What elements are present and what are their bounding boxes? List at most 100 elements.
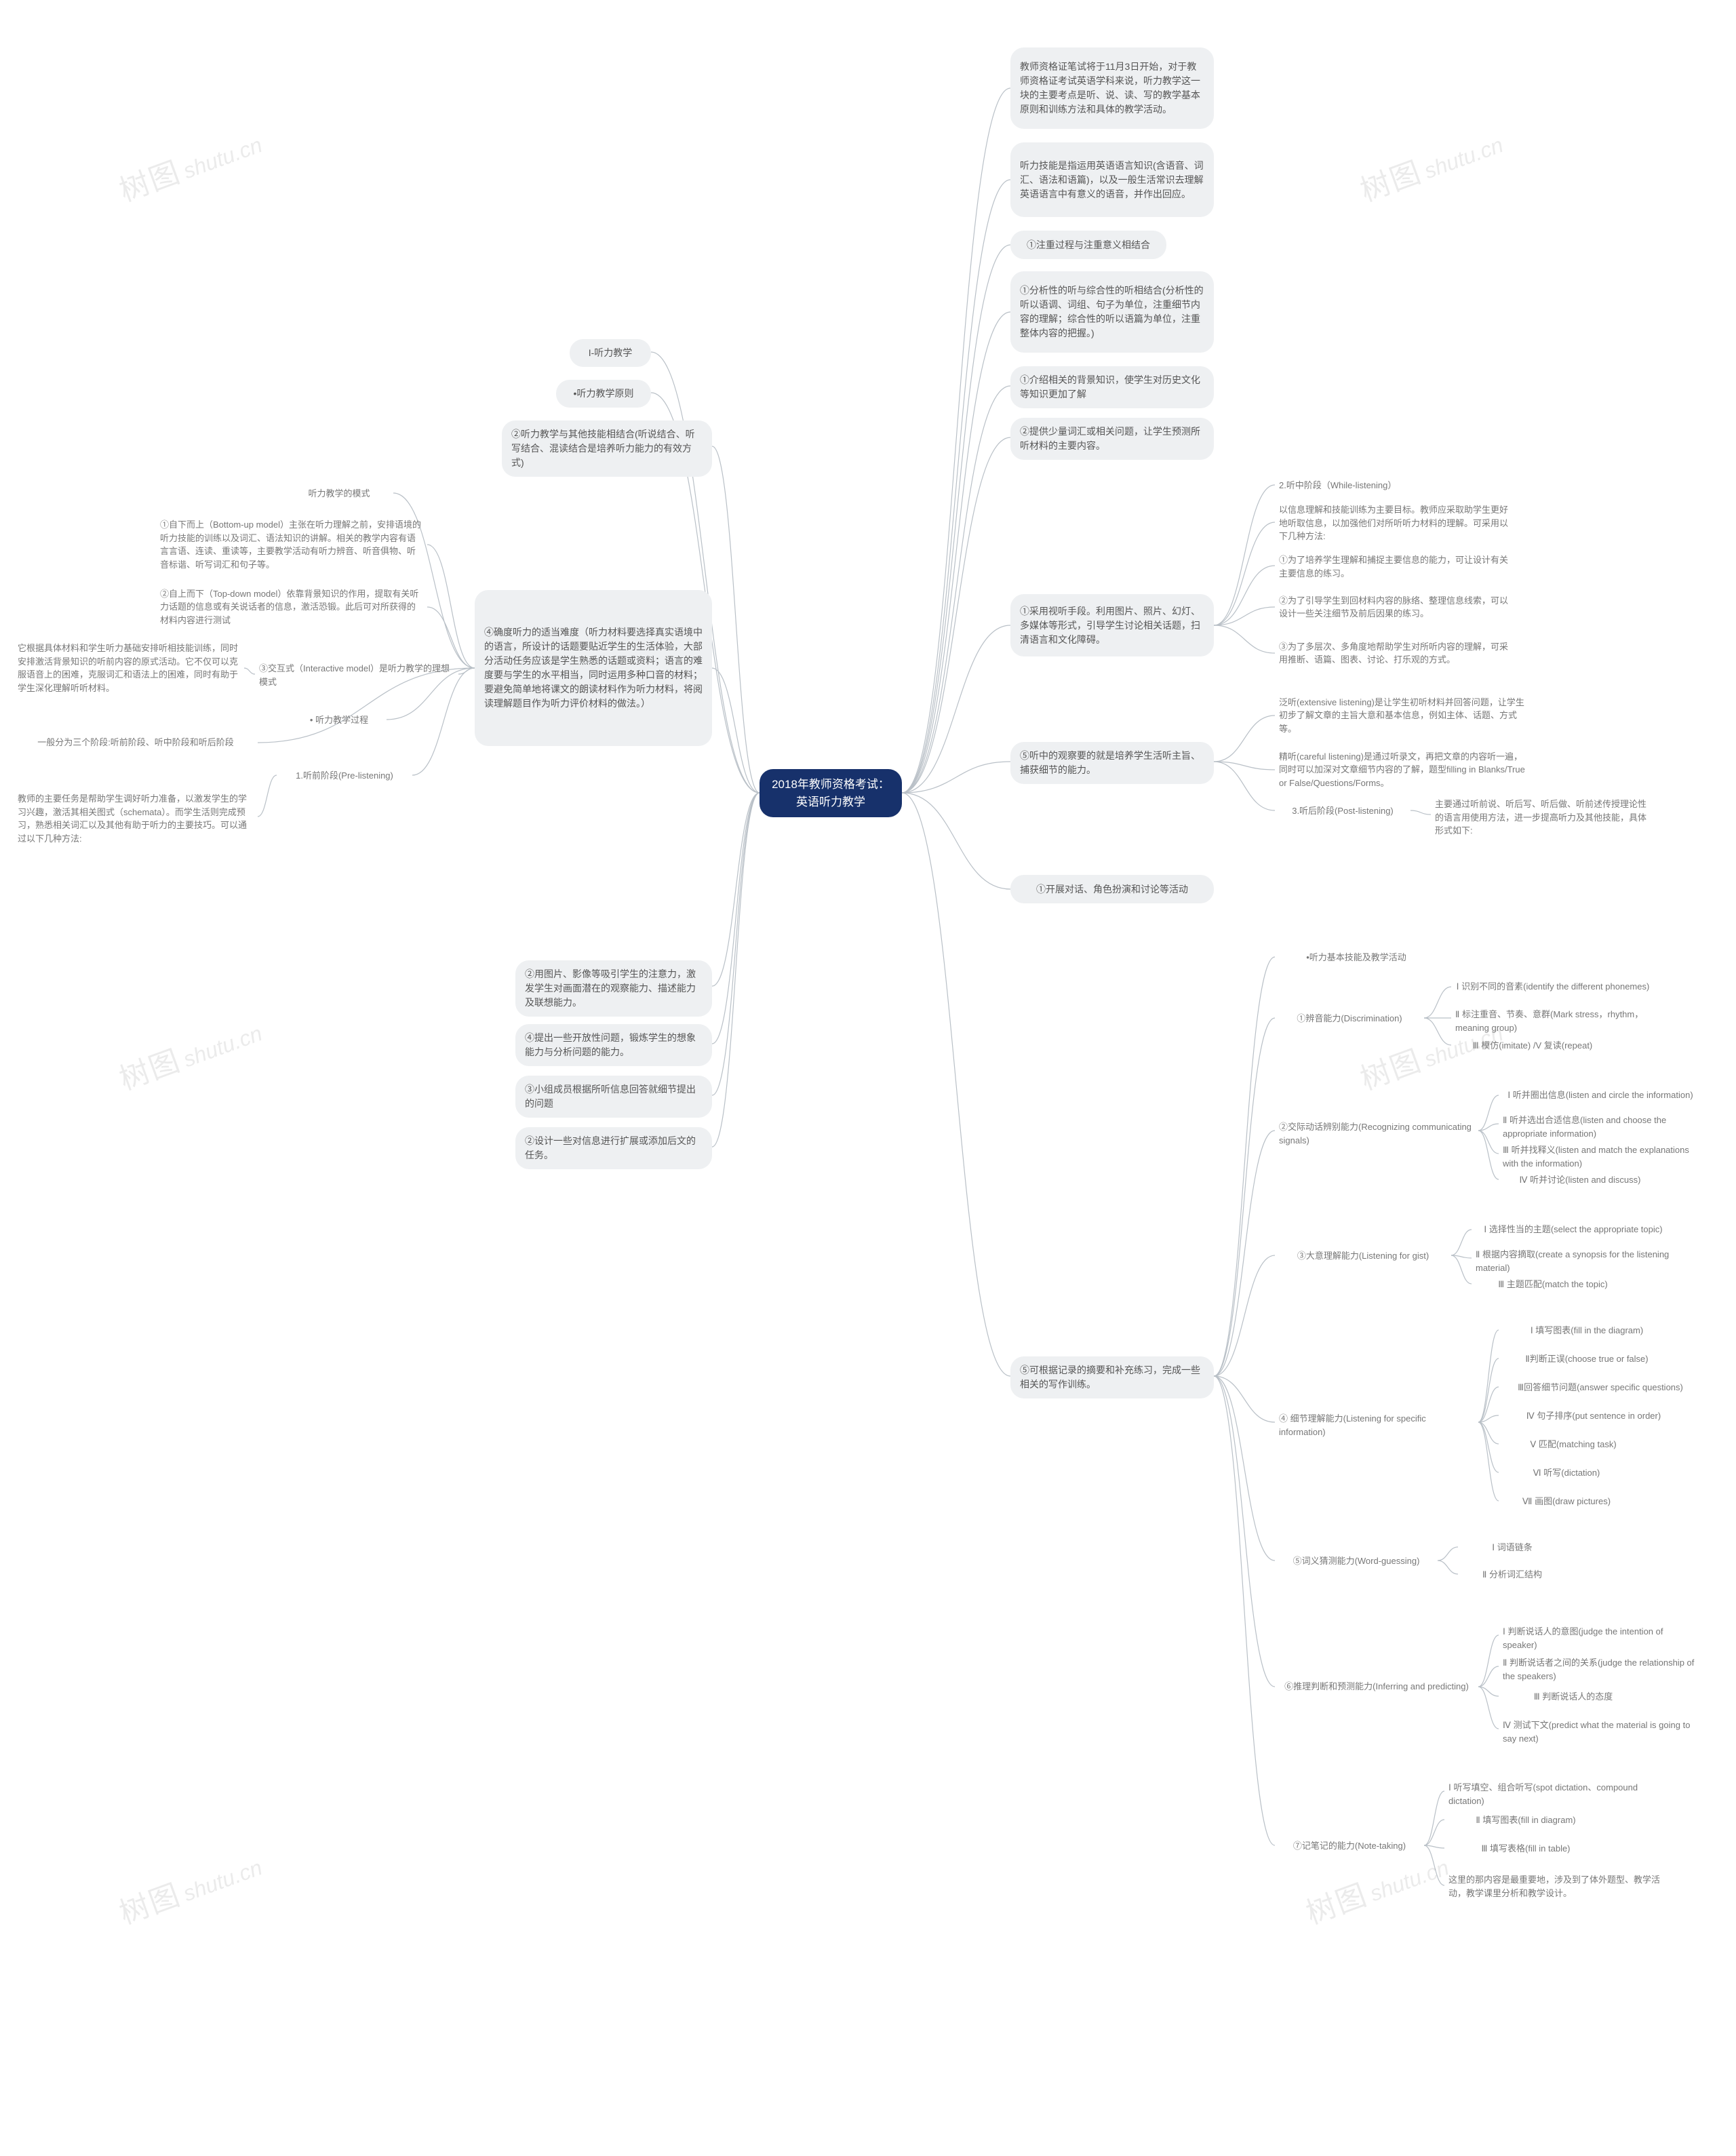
node-text: Ⅲ 判断说话人的态度 [1534, 1690, 1613, 1704]
mindmap-node-r2: 听力技能是指运用英语语言知识(含语音、词汇、语法和语篇)，以及一般生活常识去理解… [1010, 142, 1214, 217]
mindmap-node-r6: ②提供少量词汇或相关问题，让学生预测所听材料的主要内容。 [1010, 418, 1214, 460]
node-text: Ⅰ 听写填空、组合听写(spot dictation、compound dict… [1448, 1781, 1657, 1807]
node-text: Ⅰ 填写图表(fill in the diagram) [1531, 1324, 1643, 1337]
node-text: 以信息理解和技能训练为主要目标。教师应采取助学生更好地听取信息，以加强他们对所听… [1279, 503, 1515, 543]
mindmap-node-r4: ①分析性的听与综合性的听相结合(分析性的听以语调、词组、句子为单位，注重细节内容… [1010, 271, 1214, 353]
node-text: 这里的那内容是最重要地，涉及到了体外题型、教学活动，教学课里分析和教学设计。 [1448, 1873, 1671, 1900]
node-text: ①开展对话、角色扮演和讨论等活动 [1036, 882, 1188, 897]
mindmap-node-s0: •听力基本技能及教学活动 [1275, 949, 1438, 966]
mindmap-node-s6b: Ⅱ 判断说话者之间的关系(judge the relationship of t… [1499, 1655, 1702, 1684]
mindmap-node-r8a: 泛听(extensive listening)是让学生初听材料并回答问题，让学生… [1275, 692, 1533, 739]
node-text: Ⅶ 画图(draw pictures) [1522, 1495, 1611, 1508]
node-text: ②为了引导学生到回材料内容的脉络、整理信息线索，可以设计一些关注细节及前后因果的… [1279, 594, 1515, 621]
node-text: 1.听前阶段(Pre-listening) [296, 769, 393, 783]
mindmap-node-s1c: Ⅲ 模仿(imitate) /V 复读(repeat) [1451, 1038, 1614, 1054]
node-text: Ⅳ 句子排序(put sentence in order) [1526, 1409, 1661, 1423]
node-text: Ⅲ 模仿(imitate) /V 复读(repeat) [1473, 1039, 1593, 1053]
node-text: 主要通过听前说、听后写、听后做、听前述传授理论性的语言用使用方法，进一步提高听力… [1435, 798, 1651, 838]
mindmap-node-s4f: Ⅵ 听写(dictation) [1499, 1465, 1634, 1481]
mindmap-node-s6c: Ⅲ 判断说话人的态度 [1499, 1689, 1648, 1705]
node-text: Ⅱ 填写图表(fill in diagram) [1476, 1814, 1575, 1827]
mindmap-node-r7e: ③为了多层次、多角度地帮助学生对所听内容的理解，可采用推断、语篇、图表、讨论、打… [1275, 635, 1519, 671]
mindmap-node-s2b: Ⅱ 听并选出合适信息(listen and choose the appropr… [1499, 1112, 1702, 1141]
node-text: Ⅰ 词语链条 [1492, 1541, 1532, 1554]
mindmap-node-r10: ⑤可根据记录的摘要和补充练习，完成一些相关的写作训练。 [1010, 1356, 1214, 1398]
mindmap-node-r1: 教师资格证笔试将于11月3日开始，对于教师资格证考试英语学科来说，听力教学这一块… [1010, 47, 1214, 129]
node-text: 2.听中阶段（While-listening） [1279, 479, 1393, 492]
node-text: Ⅱ 听并选出合适信息(listen and choose the appropr… [1503, 1114, 1698, 1140]
mindmap-node-l4g1: 教师的主要任务是帮助学生调好听力准备，以激发学生的学习兴趣，激活其相关图式（sc… [14, 791, 258, 846]
mindmap-node-r8c1: 主要通过听前说、听后写、听后做、听前述传授理论性的语言用使用方法，进一步提高听力… [1431, 796, 1655, 839]
mindmap-node-s6: ⑥推理判断和预测能力(Inferring and predicting) [1275, 1675, 1478, 1698]
node-text: ②自上而下（Top-down model）依靠背景知识的作用，提取有关听力话题的… [160, 587, 423, 627]
node-text: 2018年教师资格考试： 英语听力教学 [772, 776, 890, 810]
node-text: Ⅲ回答细节问题(answer specific questions) [1518, 1381, 1683, 1394]
node-text: ③为了多层次、多角度地帮助学生对所听内容的理解，可采用推断、语篇、图表、讨论、打… [1279, 640, 1515, 667]
mindmap-node-r9: ①开展对话、角色扮演和讨论等活动 [1010, 875, 1214, 903]
mindmap-node-r7d: ②为了引导学生到回材料内容的脉络、整理信息线索，可以设计一些关注细节及前后因果的… [1275, 589, 1519, 625]
node-text: ④提出一些开放性问题，锻炼学生的想象能力与分析问题的能力。 [525, 1031, 703, 1059]
node-text: Ⅳ 听并讨论(listen and discuss) [1520, 1173, 1641, 1187]
mindmap-node-root: 2018年教师资格考试： 英语听力教学 [760, 769, 902, 817]
node-text: Ⅱ 标注重音、节奏、意群(Mark stress，rhythm，meaning … [1455, 1008, 1651, 1034]
mindmap-node-s6d: Ⅳ 测试下文(predict what the material is goin… [1499, 1717, 1702, 1746]
node-text: 一般分为三个阶段:听前阶段、听中阶段和听后阶段 [37, 736, 234, 749]
node-text: 3.听后阶段(Post-listening) [1292, 804, 1394, 818]
mindmap-node-s7d: 这里的那内容是最重要地，涉及到了体外题型、教学活动，教学课里分析和教学设计。 [1444, 1872, 1675, 1901]
mindmap-node-s2: ②交际动话辨别能力(Recognizing communicating sign… [1275, 1119, 1478, 1148]
node-text: •听力基本技能及教学活动 [1306, 951, 1406, 964]
node-text: 听力技能是指运用英语语言知识(含语音、词汇、语法和语篇)，以及一般生活常识去理解… [1020, 159, 1204, 201]
mindmap-links [0, 0, 1736, 2156]
node-text: ①为了培养学生理解和捕捉主要信息的能力，可让设计有关主要信息的练习。 [1279, 553, 1515, 580]
node-text: ②听力教学与其他技能相结合(听说结合、听写结合、混读结合是培养听力能力的有效方式… [511, 427, 703, 470]
mindmap-node-l8: ②设计一些对信息进行扩展或添加后文的任务。 [515, 1127, 712, 1169]
mindmap-node-s7c: Ⅲ 填写表格(fill in table) [1444, 1841, 1607, 1857]
mindmap-node-l7: ③小组成员根据所听信息回答就细节提出的问题 [515, 1076, 712, 1118]
mindmap-node-l2: •听力教学原则 [556, 380, 651, 408]
node-text: ②设计一些对信息进行扩展或添加后文的任务。 [525, 1134, 703, 1162]
node-text: I-听力教学 [589, 346, 633, 360]
node-text: ①介绍相关的背景知识，使学生对历史文化等知识更加了解 [1020, 373, 1204, 401]
node-text: Ⅰ 判断说话人的意图(judge the intention of speake… [1503, 1625, 1698, 1651]
node-text: Ⅲ 听并找释义(listen and match the explanation… [1503, 1143, 1698, 1170]
mindmap-node-s3c: Ⅲ 主题匹配(match the topic) [1472, 1276, 1634, 1293]
mindmap-node-s2d: Ⅳ 听并讨论(listen and discuss) [1499, 1172, 1661, 1188]
mindmap-node-s4e: Ⅴ 匹配(matching task) [1499, 1436, 1648, 1453]
mindmap-node-s4d: Ⅳ 句子排序(put sentence in order) [1499, 1408, 1689, 1424]
mindmap-node-l4c: ②自上而下（Top-down model）依靠背景知识的作用，提取有关听力话题的… [156, 583, 427, 631]
mindmap-node-l4a: 听力教学的模式 [285, 486, 393, 502]
mindmap-node-l1: I-听力教学 [570, 339, 651, 367]
node-text: ⑦记笔记的能力(Note-taking) [1293, 1839, 1406, 1853]
node-text: Ⅰ 听并圈出信息(listen and circle the informati… [1507, 1089, 1693, 1102]
node-text: Ⅲ 主题匹配(match the topic) [1498, 1278, 1607, 1291]
node-text: Ⅴ 匹配(matching task) [1530, 1438, 1616, 1451]
node-text: ①注重过程与注重意义相结合 [1027, 238, 1150, 252]
node-text: Ⅱ判断正误(choose true or false) [1525, 1352, 1648, 1366]
node-text: Ⅲ 填写表格(fill in table) [1481, 1842, 1570, 1856]
mindmap-node-l4f: 一般分为三个阶段:听前阶段、听中阶段和听后阶段 [14, 732, 258, 753]
node-text: 精听(careful listening)是通过听录文，再把文章的内容听一遍，同… [1279, 750, 1528, 790]
node-text: ④ 细节理解能力(Listening for specific informat… [1279, 1412, 1474, 1438]
mindmap-node-r7c: ①为了培养学生理解和捕捉主要信息的能力，可让设计有关主要信息的练习。 [1275, 552, 1519, 581]
mindmap-node-l4: ④确度听力的适当难度（听力材料要选择真实语境中的语言，所设计的话题要贴近学生的生… [475, 590, 712, 746]
mindmap-node-s5: ⑤词义猜测能力(Word-guessing) [1275, 1553, 1438, 1569]
node-text: Ⅰ 识别不同的音素(identify the different phoneme… [1457, 980, 1650, 994]
mindmap-node-s5a: Ⅰ 词语链条 [1458, 1540, 1566, 1556]
mindmap-node-s3b: Ⅱ 根据内容摘取(create a synopsis for the liste… [1472, 1247, 1675, 1276]
mindmap-node-l4e: • 听力教学过程 [292, 712, 387, 728]
node-text: ②用图片、影像等吸引学生的注意力，激发学生对画面潜在的观察能力、描述能力及联想能… [525, 967, 703, 1010]
node-text: Ⅱ 根据内容摘取(create a synopsis for the liste… [1476, 1248, 1671, 1274]
mindmap-node-r7: ①采用视听手段。利用图片、照片、幻灯、多媒体等形式，引导学生讨论相关话题，扫清语… [1010, 594, 1214, 656]
mindmap-node-r5: ①介绍相关的背景知识，使学生对历史文化等知识更加了解 [1010, 366, 1214, 408]
mindmap-node-s5b: Ⅱ 分析词汇结构 [1458, 1567, 1566, 1583]
mindmap-node-r7b: 以信息理解和技能训练为主要目标。教师应采取助学生更好地听取信息，以加强他们对所听… [1275, 502, 1519, 545]
mindmap-node-s4a: Ⅰ 填写图表(fill in the diagram) [1499, 1322, 1675, 1339]
node-text: ③小组成员根据所听信息回答就细节提出的问题 [525, 1082, 703, 1111]
node-text: ①采用视听手段。利用图片、照片、幻灯、多媒体等形式，引导学生讨论相关话题，扫清语… [1020, 604, 1204, 647]
node-text: Ⅰ 选择性当的主题(select the appropriate topic) [1484, 1223, 1662, 1236]
mindmap-node-s6a: Ⅰ 判断说话人的意图(judge the intention of speake… [1499, 1624, 1702, 1653]
mindmap-node-s7: ⑦记笔记的能力(Note-taking) [1275, 1838, 1424, 1854]
node-text: ①自下而上（Bottom-up model）主张在听力理解之前，安排语境的听力技… [160, 518, 423, 571]
mindmap-node-s1a: Ⅰ 识别不同的音素(identify the different phoneme… [1451, 975, 1655, 998]
mindmap-node-l4b: ①自下而上（Bottom-up model）主张在听力理解之前，安排语境的听力技… [156, 515, 427, 574]
